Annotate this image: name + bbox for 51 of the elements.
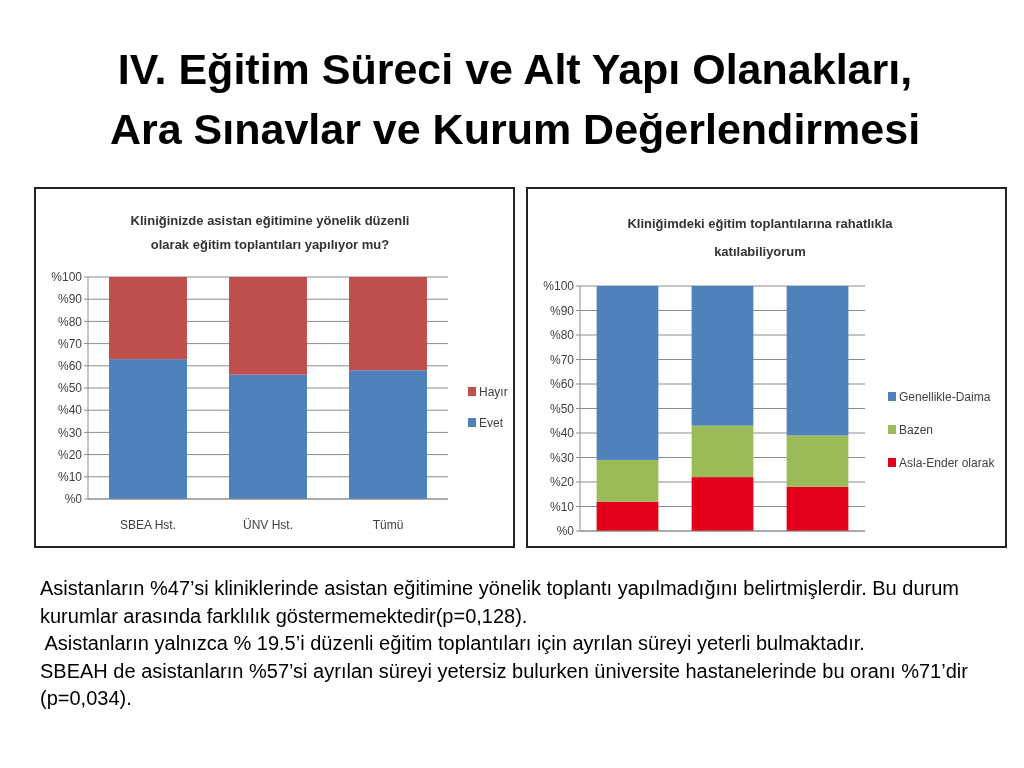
text: IV. Eğitim Süreci ve Alt Yapı Olanakları, Ara Sınavlar ve Kurum Değerlendirmesi: [109, 45, 921, 153]
bar: [786, 286, 849, 436]
legend-label: Genellikle-Daima: [899, 390, 991, 405]
y-tick-label: %80: [549, 328, 575, 343]
y-tick-label: %70: [549, 352, 575, 367]
text: SBEAH de asistanların %57’si ayrılan süreyi yetersiz bulurken üniversite hastanelerinde bu oranı %71’dir (p=0,034).: [40, 659, 969, 709]
y-tick-label: %10: [57, 470, 83, 484]
y-tick-label: %50: [57, 381, 83, 396]
bar: [109, 359, 187, 499]
chart-title: Kliniğinizde asistan eğitimine yönelik düzenli olarak eğitim toplantıları yapılıyor mu?: [130, 213, 410, 252]
text: Asistanların yalnızca % 19.5’i düzenli eğitim toplantıları için ayrılan süreyi yeterli bulmaktadır.: [40, 632, 865, 654]
y-tick-label: %20: [549, 475, 575, 490]
legend-label: Asla-Ender olarak: [899, 456, 996, 471]
y-tick-label: %20: [57, 447, 83, 462]
bar: [596, 286, 659, 460]
y-tick-label: %60: [57, 359, 83, 373]
bar: [349, 277, 427, 371]
y-tick-label: %50: [549, 401, 575, 416]
y-tick-label: %70: [57, 336, 83, 351]
y-tick-label: %90: [549, 303, 575, 318]
x-tick-label: Tümü: [372, 518, 404, 532]
chart-title: Kliniğimdeki eğitim toplantılarına rahatlıkla katılabiliyorum: [627, 216, 894, 259]
y-tick-label: %0: [64, 492, 83, 507]
y-tick-label: %10: [549, 499, 575, 514]
legend-label: Bazen: [899, 423, 934, 438]
bar: [229, 374, 307, 499]
y-tick-label: %90: [57, 292, 83, 307]
y-tick-label: %40: [57, 403, 83, 418]
bar: [691, 286, 754, 426]
bar: [691, 477, 754, 531]
y-tick-label: %30: [57, 425, 83, 440]
bar: [596, 501, 659, 531]
y-tick-label: %80: [57, 314, 83, 329]
x-tick-label: ÜNV Hst.: [242, 518, 294, 532]
bar: [349, 370, 427, 499]
legend-label: Hayır: [479, 385, 508, 400]
bar: [691, 425, 754, 478]
y-tick-label: %40: [549, 426, 575, 441]
y-tick-label: %0: [556, 524, 575, 539]
bar: [786, 486, 849, 531]
bar: [786, 435, 849, 487]
bar: [229, 277, 307, 375]
bar: [109, 277, 187, 360]
y-tick-label: %30: [549, 450, 575, 465]
legend-label: Evet: [479, 416, 504, 431]
y-tick-label: %60: [549, 377, 575, 392]
bar: [596, 459, 659, 502]
x-tick-label: SBEA Hst.: [119, 518, 177, 532]
y-tick-label: %100: [51, 270, 83, 285]
y-tick-label: %100: [543, 279, 575, 294]
text: Asistanların %47’si kliniklerinde asistan eğitimine yönelik toplantı yapılmadığını belirtmişlerdir. Bu durum kurumlar arasında farklılık göstermemektedir(p=0,128).: [40, 577, 959, 627]
